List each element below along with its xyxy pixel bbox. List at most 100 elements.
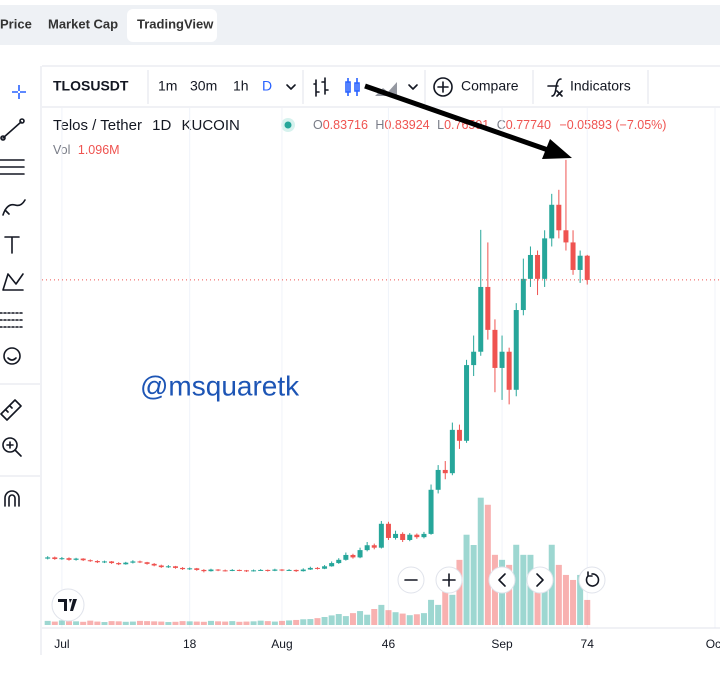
fx-icon[interactable] xyxy=(547,78,563,97)
candle-body xyxy=(59,558,65,560)
legend-title: Telos / Tether 1D KUCOIN xyxy=(53,117,240,134)
scroll-right-button[interactable] xyxy=(526,566,554,594)
active-tab-bg xyxy=(127,9,217,42)
symbol[interactable]: TLOSUSDT xyxy=(53,78,129,94)
volume-bar xyxy=(463,534,470,625)
tv-logo[interactable] xyxy=(51,588,85,622)
x-tick-label: 18 xyxy=(183,637,197,651)
candle-body xyxy=(378,523,384,548)
trendline-tool[interactable] xyxy=(2,121,22,139)
volume-bar xyxy=(172,621,179,625)
volume-bar xyxy=(286,620,293,625)
volume-bar xyxy=(584,599,591,625)
candle-body xyxy=(187,568,193,570)
candle-body xyxy=(80,558,86,561)
volume-bar xyxy=(122,621,129,625)
candle-body xyxy=(400,533,406,540)
volume-bar xyxy=(371,609,378,625)
x-tick-label: 46 xyxy=(382,637,396,651)
candle-body xyxy=(208,569,214,572)
volume-bar xyxy=(342,616,349,625)
text-tool[interactable] xyxy=(4,236,20,254)
candle-body xyxy=(300,569,306,572)
zoom-tool[interactable] xyxy=(2,437,18,453)
volume-bar xyxy=(307,619,314,625)
reset-button[interactable] xyxy=(578,566,606,594)
volume-bar xyxy=(506,564,513,625)
candle-body xyxy=(357,550,363,558)
trendline-tool xyxy=(19,118,25,124)
brush-tool[interactable] xyxy=(2,199,26,216)
x-tick-label: 74 xyxy=(581,637,595,651)
volume-bar xyxy=(129,621,136,625)
volume-bar xyxy=(570,579,577,625)
emoji-tool xyxy=(7,357,17,361)
candle-body xyxy=(456,429,462,441)
volume-bar xyxy=(385,610,392,625)
pattern-tool[interactable] xyxy=(2,273,24,291)
candle-body xyxy=(393,533,399,538)
fib-tool[interactable] xyxy=(0,159,25,175)
candle-body xyxy=(336,559,342,564)
o-label: O xyxy=(313,118,323,132)
candle-body xyxy=(201,569,207,572)
candle-body xyxy=(87,560,93,562)
bars-icon[interactable] xyxy=(313,77,329,97)
tab[interactable]: Market Cap xyxy=(48,16,118,31)
volume-bar xyxy=(158,621,165,625)
volume-bar xyxy=(449,594,456,625)
interval[interactable]: 1h xyxy=(233,78,249,94)
magnet-tool[interactable] xyxy=(4,490,20,507)
candle-body xyxy=(449,429,455,474)
compare[interactable]: Compare xyxy=(461,78,519,94)
emoji-tool[interactable] xyxy=(3,347,21,365)
volume-bar xyxy=(420,613,427,625)
volume-bar xyxy=(200,621,207,625)
volume-bar xyxy=(456,559,463,625)
scroll-left-button[interactable] xyxy=(488,566,516,594)
volume-bar xyxy=(406,615,413,625)
candles-icon[interactable] xyxy=(345,78,360,96)
candle-body xyxy=(584,255,590,280)
annotation-arrowhead xyxy=(542,139,572,159)
interval[interactable]: 1m xyxy=(158,78,177,94)
h-label: H xyxy=(375,118,384,132)
volume-bar xyxy=(101,622,108,625)
candle-body xyxy=(165,566,171,568)
candle-body xyxy=(435,469,441,490)
tab[interactable]: Price xyxy=(0,16,32,31)
candle-body xyxy=(116,563,122,565)
candle-body xyxy=(286,569,292,571)
volume-bar xyxy=(44,620,51,625)
volume-bar xyxy=(349,613,356,625)
interval-active[interactable]: D xyxy=(262,78,272,94)
indicators[interactable]: Indicators xyxy=(570,78,631,94)
zoom-in-icon xyxy=(442,573,456,587)
ruler-tool[interactable] xyxy=(0,399,22,421)
volume-bar xyxy=(484,504,491,625)
volume-bar xyxy=(87,620,94,625)
candle-body xyxy=(329,563,335,567)
volume-bar xyxy=(293,619,300,625)
volume-bar xyxy=(435,604,442,625)
candle-body xyxy=(542,238,548,279)
candle-body xyxy=(52,557,58,560)
volume-bar xyxy=(392,612,399,625)
status-dot xyxy=(284,121,292,129)
volume-bar xyxy=(513,544,520,625)
tab-active[interactable]: TradingView xyxy=(137,16,214,31)
volume-bar xyxy=(136,620,143,625)
prediction-tool[interactable] xyxy=(0,312,25,328)
candle-body xyxy=(499,351,505,368)
dropdown[interactable] xyxy=(408,84,418,90)
compare-icon[interactable] xyxy=(433,77,453,97)
volume-bar xyxy=(300,619,307,625)
interval[interactable]: 30m xyxy=(190,78,217,94)
volume-bar xyxy=(108,621,115,625)
crosshair-tool[interactable] xyxy=(12,85,26,99)
candle-body xyxy=(109,561,115,564)
candle-body xyxy=(194,568,200,570)
dropdown[interactable] xyxy=(286,84,296,90)
vol-value: 1.096M xyxy=(78,143,120,157)
candle-body xyxy=(428,489,434,534)
